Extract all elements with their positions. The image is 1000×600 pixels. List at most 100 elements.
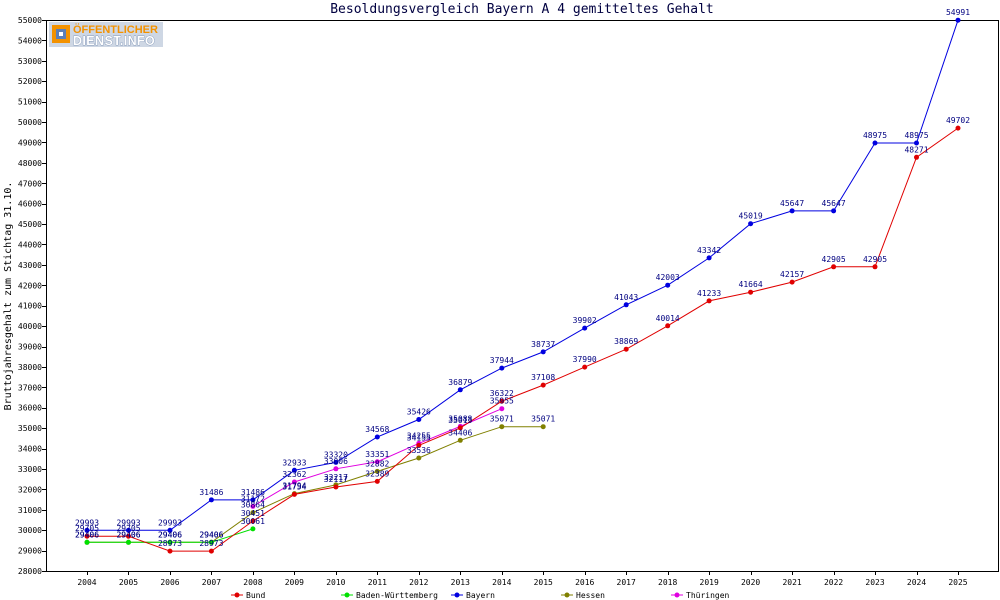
data-label-hessen-2005: 29406 (116, 530, 140, 539)
data-label-thueringen-2014: 35955 (490, 397, 514, 406)
data-point-bayern-2019 (706, 255, 712, 261)
data-point-bayern-2018 (665, 282, 671, 288)
data-label-bayern-2016: 39902 (573, 316, 597, 325)
legend-label-baden-wuerttemberg: Baden-Württemberg (356, 591, 438, 600)
x-tick-label-2005: 2005 (119, 578, 138, 587)
data-label-bayern-2009: 32933 (282, 458, 306, 467)
data-label-bund-2008: 30451 (241, 509, 265, 518)
data-point-thueringen-2009 (291, 479, 297, 485)
data-point-baden-wuerttemberg-2007 (208, 539, 214, 545)
data-label-baden-wuerttemberg-2004: 29406 (75, 530, 99, 539)
data-point-bund-2017 (623, 346, 629, 352)
data-point-hessen-2014 (499, 424, 505, 430)
data-point-bund-2021 (789, 279, 795, 285)
data-point-bund-2006 (167, 548, 173, 554)
data-label-hessen-2013: 34406 (448, 428, 472, 437)
legend-item-thueringen: Thüringen (671, 591, 730, 600)
data-label-bund-2012: 34155 (407, 433, 431, 442)
data-label-bund-2022: 42905 (822, 255, 846, 264)
data-point-baden-wuerttemberg-2004 (84, 539, 90, 545)
data-point-baden-wuerttemberg-2006 (167, 539, 173, 545)
x-tick-label-2004: 2004 (77, 578, 96, 587)
x-tick-label-2022: 2022 (824, 578, 843, 587)
data-label-bund-2018: 40014 (656, 314, 680, 323)
data-point-bund-2008 (250, 518, 256, 524)
x-tick-label-2012: 2012 (409, 578, 428, 587)
data-point-bayern-2025 (955, 17, 961, 23)
legend: Bund Baden-Württemberg Bayern Hessen Thüring… (231, 591, 730, 600)
x-tick-label-2021: 2021 (782, 578, 801, 587)
legend-item-baden-wuerttemberg: Baden-Württemberg (341, 591, 438, 600)
y-tick-label-42000: 42000 (18, 281, 42, 290)
y-tick-label-45000: 45000 (18, 220, 42, 229)
data-label-hessen-2007: 29406 (199, 530, 223, 539)
series-lines (84, 17, 961, 554)
data-point-baden-wuerttemberg-2005 (126, 539, 131, 545)
x-tick-label-2024: 2024 (907, 578, 926, 587)
y-tick-label-55000: 55000 (18, 16, 42, 25)
y-tick-label-47000: 47000 (18, 179, 42, 188)
data-point-bund-2024 (914, 154, 919, 160)
data-label-bund-2016: 37990 (573, 355, 597, 364)
data-labels: 29406 29406 29406 29406 30864 31794 32217 32882… (75, 8, 970, 548)
legend-marker-thueringen (674, 592, 680, 598)
data-point-bund-2015 (540, 382, 546, 388)
data-label-bund-2007: 28973 (199, 539, 223, 548)
data-label-bayern-2017: 41043 (614, 293, 638, 302)
data-point-bund-2019 (706, 298, 712, 304)
data-point-bund-2011 (374, 478, 380, 484)
data-point-bayern-2006 (167, 527, 173, 533)
y-tick-label-34000: 34000 (18, 445, 42, 454)
logo-icon (52, 25, 70, 43)
data-label-bayern-2025: 54991 (946, 8, 970, 17)
y-tick-label-50000: 50000 (18, 118, 42, 127)
y-tick-label-44000: 44000 (18, 240, 42, 249)
x-tick-label-2025: 2025 (948, 578, 967, 587)
y-tick-label-28000: 28000 (18, 567, 42, 576)
data-label-bayern-2022: 45647 (822, 199, 846, 208)
data-label-bund-2021: 42157 (780, 270, 804, 279)
data-label-bayern-2008: 31486 (241, 488, 265, 497)
x-tick-label-2018: 2018 (658, 578, 677, 587)
y-tick-label-46000: 46000 (18, 200, 42, 209)
x-tick-label-2006: 2006 (160, 578, 179, 587)
series-line-bayern (87, 20, 959, 531)
data-point-bund-2005 (126, 533, 131, 539)
data-label-bund-2011: 32389 (365, 469, 389, 478)
legend-item-hessen: Hessen (561, 591, 605, 600)
data-label-bayern-2014: 37944 (490, 356, 514, 365)
data-label-bayern-2015: 38737 (531, 340, 555, 349)
data-label-thueringen-2012: 34255 (407, 431, 431, 440)
data-label-baden-wuerttemberg-2006: 29406 (158, 530, 182, 539)
legend-marker-bund (234, 592, 240, 598)
data-point-bund-2023 (872, 264, 878, 270)
data-point-bund-2014 (499, 398, 505, 404)
data-label-bayern-2013: 36879 (448, 378, 472, 387)
logo-text-line1: ÖFFENTLICHER (73, 23, 158, 36)
data-point-hessen-2012 (416, 455, 422, 461)
y-tick-label-32000: 32000 (18, 485, 42, 494)
y-tick-label-53000: 53000 (18, 57, 42, 66)
y-tick-label-39000: 39000 (18, 343, 42, 352)
data-label-bund-2004: 29705 (75, 524, 99, 533)
data-label-bund-2010: 32117 (324, 475, 348, 484)
data-label-bund-2019: 41233 (697, 289, 721, 298)
x-tick-label-2017: 2017 (617, 578, 636, 587)
data-point-bund-2016 (582, 364, 588, 370)
data-point-bayern-2011 (374, 434, 380, 440)
data-point-bund-2009 (291, 491, 297, 497)
data-point-bund-2007 (208, 548, 214, 554)
data-label-bayern-2006: 29993 (158, 518, 182, 527)
legend-label-hessen: Hessen (576, 591, 605, 600)
x-tick-label-2016: 2016 (575, 578, 594, 587)
data-label-bayern-2011: 34568 (365, 425, 389, 434)
data-point-hessen-2015 (540, 424, 546, 430)
chart-title: Besoldungsvergleich Bayern A 4 gemittelt… (330, 2, 714, 17)
data-point-bayern-2015 (540, 349, 546, 355)
data-point-bayern-2008 (250, 497, 256, 503)
data-label-bayern-2004: 29993 (75, 518, 99, 527)
data-label-hessen-2011: 32882 (365, 459, 389, 468)
legend-label-bund: Bund (246, 591, 265, 600)
data-label-thueringen-2013: 35088 (448, 414, 472, 423)
